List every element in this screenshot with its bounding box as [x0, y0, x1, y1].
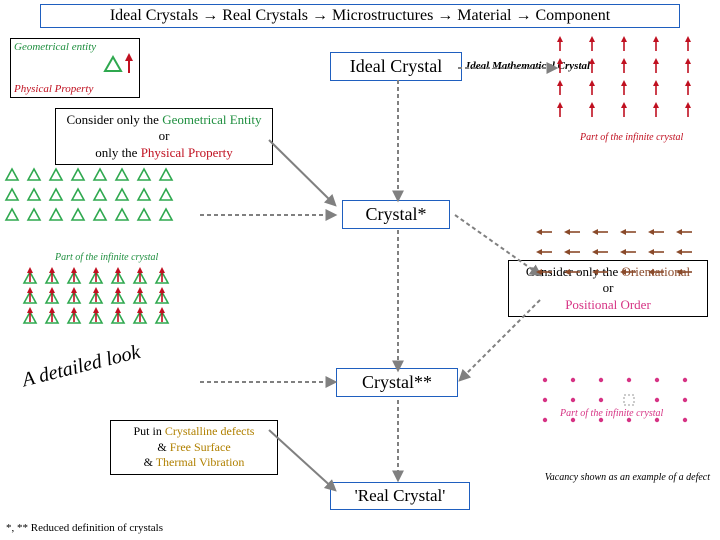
c1-geom: Geometrical Entity: [162, 112, 261, 127]
node-real-crystal: 'Real Crystal': [330, 482, 470, 510]
c1-b: only the: [95, 145, 141, 160]
node-crystal-star: Crystal*: [342, 200, 450, 229]
legend-box: Geometrical entity Physical Property: [10, 38, 140, 98]
label-detailed-look: A detailed look: [20, 341, 143, 393]
c2-a: Consider only the: [526, 264, 622, 279]
label-part-inf-3: Part of the infinite crystal: [560, 408, 663, 419]
c1-or: or: [159, 128, 170, 143]
node-real-text: 'Real Crystal': [355, 486, 446, 505]
node-ideal-crystal: Ideal Crystal: [330, 52, 462, 81]
label-part-inf-2: Part of the infinite crystal: [55, 252, 158, 263]
d-f: Thermal Vibration: [156, 455, 245, 469]
node-defects: Put in Crystalline defects & Free Surfac…: [110, 420, 278, 475]
node-dstar-text: Crystal**: [362, 372, 432, 392]
c2-or: or: [603, 280, 614, 295]
title-text: Ideal Crystals → Real Crystals → Microst…: [110, 7, 610, 24]
title-banner: Ideal Crystals → Real Crystals → Microst…: [40, 4, 680, 28]
label-math-crystal: Ideal Mathematical Crystal: [466, 60, 590, 72]
d-d: Free Surface: [170, 440, 231, 454]
c1-phys: Physical Property: [141, 145, 233, 160]
node-consider-geom-phys: Consider only the Geometrical Entity or …: [55, 108, 273, 165]
legend-sample-icon: [97, 51, 137, 77]
label-vacancy: Vacancy shown as an example of a defect: [510, 472, 710, 483]
node-ideal-text: Ideal Crystal: [350, 56, 442, 76]
c1-a: Consider only the: [67, 112, 163, 127]
node-star-text: Crystal*: [366, 204, 427, 224]
legend-phys: Physical Property: [14, 83, 93, 95]
c2-orient: Orientational: [622, 264, 691, 279]
node-crystal-dstar: Crystal**: [336, 368, 458, 397]
d-a: Put in: [134, 424, 165, 438]
footnote: *, ** Reduced definition of crystals: [6, 522, 163, 534]
node-consider-order: Consider only the Orientational or Posit…: [508, 260, 708, 317]
d-c: &: [157, 440, 169, 454]
legend-geom: Geometrical entity: [14, 41, 96, 53]
d-b: Crystalline defects: [165, 424, 255, 438]
c2-pos: Positional Order: [565, 297, 651, 312]
d-e: &: [144, 455, 156, 469]
label-part-inf-1: Part of the infinite crystal: [580, 132, 683, 143]
